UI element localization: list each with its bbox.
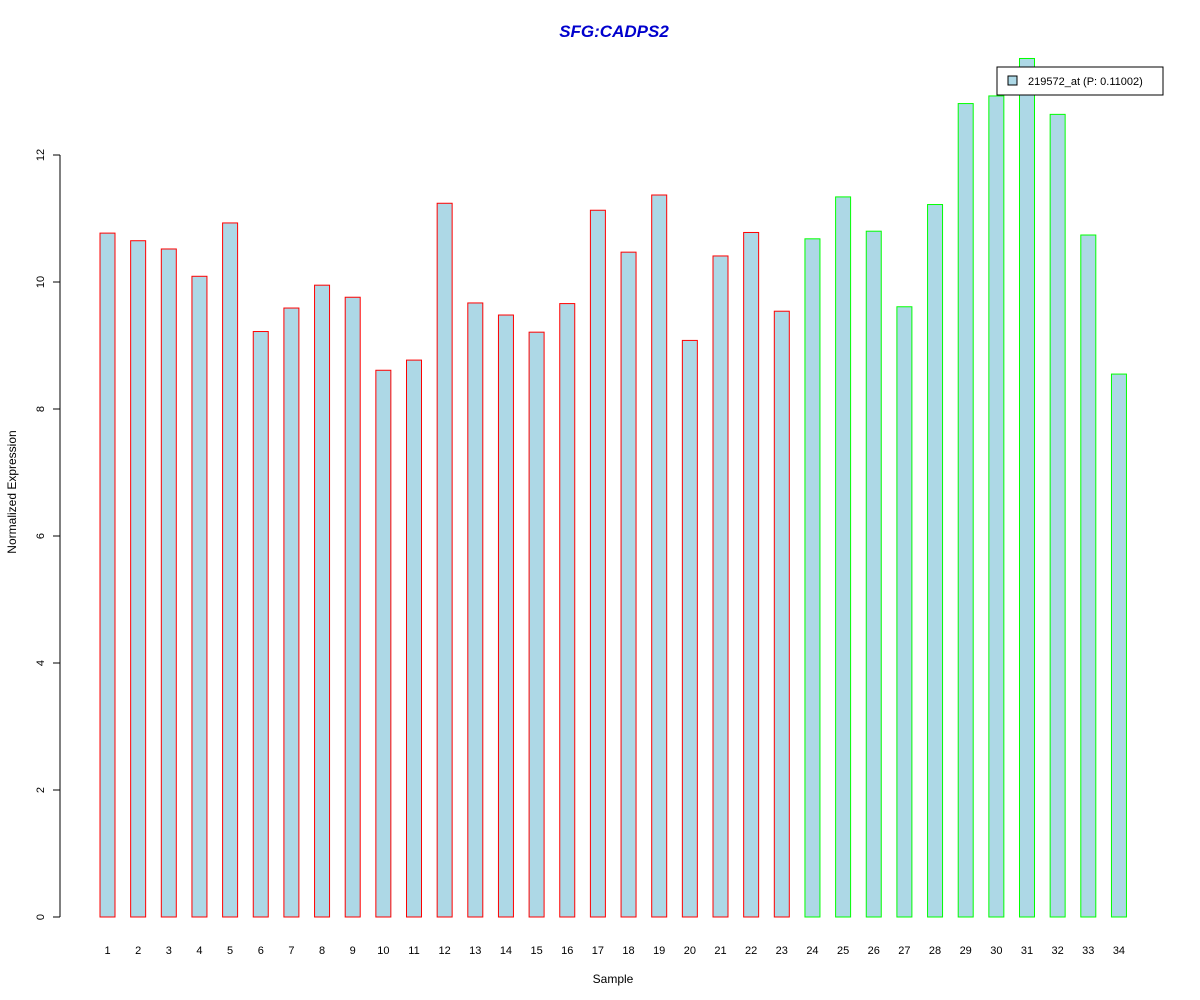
y-tick-label: 8 bbox=[35, 406, 47, 412]
x-tick-label: 18 bbox=[622, 945, 634, 957]
bar-7 bbox=[283, 307, 300, 918]
bar-5 bbox=[222, 222, 239, 918]
bar-22 bbox=[743, 231, 760, 918]
y-tick-label: 2 bbox=[35, 787, 47, 793]
bar-13 bbox=[467, 302, 484, 918]
bars bbox=[99, 57, 1127, 918]
x-tick-label: 29 bbox=[960, 945, 972, 957]
x-tick-label: 20 bbox=[684, 945, 696, 957]
x-tick-label: 8 bbox=[319, 945, 325, 957]
y-tick-label: 10 bbox=[35, 276, 47, 288]
x-tick-label: 11 bbox=[408, 945, 419, 957]
bar-31 bbox=[1019, 57, 1035, 918]
bar-27 bbox=[896, 306, 913, 918]
bar-19 bbox=[651, 194, 668, 918]
bar-33 bbox=[1080, 234, 1097, 918]
x-tick-label: 15 bbox=[530, 945, 542, 957]
bar-1 bbox=[99, 232, 116, 918]
x-tick-label: 10 bbox=[377, 945, 389, 957]
y-axis-label: Normalized Expression bbox=[5, 430, 19, 553]
x-tick-label: 27 bbox=[898, 945, 910, 957]
x-tick-label: 28 bbox=[929, 945, 941, 957]
bar-14 bbox=[497, 314, 514, 918]
bar-24 bbox=[804, 238, 821, 918]
bar-3 bbox=[160, 248, 177, 918]
bar-4 bbox=[191, 275, 208, 918]
x-axis-label: Sample bbox=[593, 972, 634, 986]
bar-32 bbox=[1049, 113, 1066, 918]
bar-26 bbox=[865, 230, 882, 918]
bar-15 bbox=[528, 331, 545, 918]
bar-8 bbox=[314, 284, 331, 918]
x-tick-label: 33 bbox=[1082, 945, 1094, 957]
bar-9 bbox=[344, 296, 361, 918]
x-tick-label: 19 bbox=[653, 945, 665, 957]
x-tick-label: 13 bbox=[469, 945, 481, 957]
x-tick-label: 34 bbox=[1113, 945, 1125, 957]
legend: 219572_at (P: 0.11002) bbox=[996, 66, 1164, 96]
bar-28 bbox=[927, 204, 944, 918]
x-tick-label: 3 bbox=[166, 945, 172, 957]
x-tick-label: 22 bbox=[745, 945, 757, 957]
bar-2 bbox=[130, 240, 147, 918]
y-tick-label: 4 bbox=[35, 660, 47, 666]
x-tick-label: 1 bbox=[104, 945, 110, 957]
x-tick-label: 9 bbox=[350, 945, 356, 957]
y-axis: 0 2 4 6 8 10 12 bbox=[35, 149, 61, 920]
x-tick-label: 14 bbox=[500, 945, 512, 957]
bar-30 bbox=[988, 95, 1005, 918]
x-tick-label: 32 bbox=[1052, 945, 1064, 957]
y-tick-label: 12 bbox=[35, 149, 47, 161]
legend-label: 219572_at (P: 0.11002) bbox=[1028, 76, 1143, 88]
bar-25 bbox=[835, 196, 852, 918]
bar-17 bbox=[589, 209, 606, 918]
bar-21 bbox=[712, 255, 729, 918]
bar-16 bbox=[559, 303, 576, 918]
x-tick-label: 31 bbox=[1021, 945, 1033, 957]
x-tick-label: 30 bbox=[990, 945, 1002, 957]
bar-6 bbox=[252, 331, 269, 918]
bar-23 bbox=[773, 310, 790, 918]
y-tick-label: 6 bbox=[35, 533, 47, 539]
x-tick-label: 7 bbox=[288, 945, 294, 957]
x-tick-label: 26 bbox=[868, 945, 880, 957]
x-tick-label: 6 bbox=[258, 945, 264, 957]
chart-title: SFG:CADPS2 bbox=[559, 22, 669, 41]
legend-box bbox=[996, 66, 1164, 96]
x-tick-label: 17 bbox=[592, 945, 604, 957]
legend-swatch bbox=[1007, 75, 1018, 86]
x-tick-label: 24 bbox=[806, 945, 818, 957]
bar-34 bbox=[1110, 373, 1127, 918]
x-axis-ticks: 1 2 3 4 5 6 7 8 9 10 11 12 13 14 15 16 17 18 19 20 21 22 23 24 2… bbox=[104, 945, 1125, 957]
bar-20 bbox=[681, 339, 698, 918]
bar-11 bbox=[406, 359, 422, 918]
bar-18 bbox=[620, 251, 637, 918]
bar-10 bbox=[375, 369, 392, 918]
bar-29 bbox=[957, 103, 974, 918]
x-tick-label: 5 bbox=[227, 945, 233, 957]
y-tick-label: 0 bbox=[35, 914, 47, 920]
x-tick-label: 23 bbox=[776, 945, 788, 957]
x-tick-label: 16 bbox=[561, 945, 573, 957]
x-tick-label: 2 bbox=[135, 945, 141, 957]
x-tick-label: 21 bbox=[714, 945, 726, 957]
x-tick-label: 12 bbox=[439, 945, 451, 957]
x-tick-label: 4 bbox=[196, 945, 202, 957]
bar-12 bbox=[436, 202, 453, 918]
x-tick-label: 25 bbox=[837, 945, 849, 957]
